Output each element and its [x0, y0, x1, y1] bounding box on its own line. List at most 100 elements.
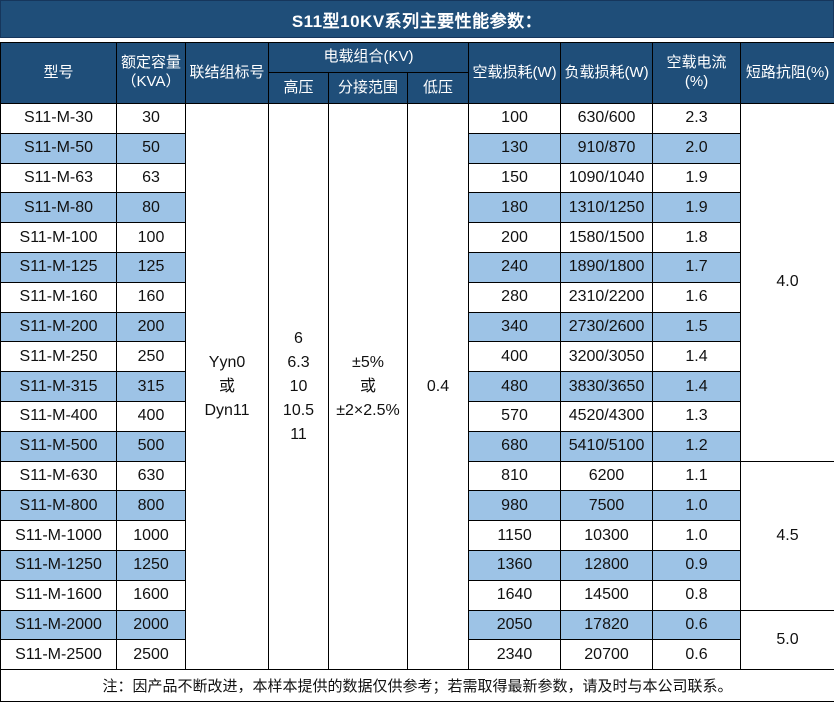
model-cell: S11-M-400: [0, 400, 117, 432]
capacity-cell: 1600: [116, 579, 186, 611]
no-load-current-cell: 1.0: [652, 490, 742, 522]
no-load-current-cell: 1.0: [652, 520, 742, 551]
model-cell: S11-M-1600: [0, 579, 117, 611]
table-row: S11-M-400 400 570 4520/4300 1.3: [0, 400, 834, 432]
tap-range-cell: ±5% 或 ±2×2.5%: [328, 102, 408, 671]
no-load-current-cell: 2.0: [652, 132, 742, 164]
table-row: S11-M-50 50 130 910/870 2.0: [0, 132, 834, 164]
capacity-cell: 400: [116, 400, 186, 432]
no-load-loss-cell: 2050: [468, 609, 562, 641]
model-cell: S11-M-80: [0, 192, 117, 224]
load-loss-cell: 1090/1040: [560, 162, 654, 194]
no-load-loss-cell: 240: [468, 251, 562, 283]
no-load-current-cell: 1.7: [652, 251, 742, 283]
col-header-voltage-combo: 电载组合(KV): [267, 42, 470, 73]
no-load-current-cell: 1.2: [652, 430, 742, 462]
no-load-current-cell: 0.9: [652, 549, 742, 581]
no-load-current-cell: 1.9: [652, 162, 742, 194]
capacity-cell: 50: [116, 132, 186, 164]
table-row: S11-M-315 315 480 3830/3650 1.4: [0, 371, 834, 402]
no-load-current-cell: 2.3: [652, 103, 742, 134]
col-header-vector-group: 联结组标号: [185, 42, 269, 104]
table-row: S11-M-2500 2500 2340 20700 0.6: [0, 639, 834, 671]
model-cell: S11-M-63: [0, 162, 117, 194]
no-load-loss-cell: 570: [468, 400, 562, 432]
no-load-current-cell: 1.6: [652, 281, 742, 313]
impedance-group-cell: 4.0: [740, 103, 834, 462]
table-row: S11-M-125 125 240 1890/1800 1.7: [0, 251, 834, 283]
header-row-2: 高压 分接范围 低压: [1, 72, 834, 104]
no-load-current-cell: 1.5: [652, 311, 742, 343]
load-loss-cell: 3200/3050: [560, 341, 654, 373]
no-load-loss-cell: 150: [468, 162, 562, 194]
capacity-cell: 800: [116, 490, 186, 522]
load-loss-cell: 2730/2600: [560, 311, 654, 343]
capacity-cell: 1000: [116, 520, 186, 551]
model-cell: S11-M-500: [0, 430, 117, 462]
table-row: S11-M-200 200 340 2730/2600 1.5: [0, 311, 834, 343]
table-row: S11-M-63 63 150 1090/1040 1.9: [0, 162, 834, 194]
capacity-cell: 160: [116, 281, 186, 313]
load-loss-cell: 12800: [560, 549, 654, 581]
table-row: S11-M-800 800 980 7500 1.0: [0, 490, 834, 522]
model-cell: S11-M-800: [0, 490, 117, 522]
no-load-current-cell: 0.8: [652, 579, 742, 611]
no-load-current-cell: 1.1: [652, 460, 742, 492]
col-header-no-load-current: 空载电流(%): [652, 42, 742, 104]
model-cell: S11-M-630: [0, 460, 117, 492]
capacity-cell: 2000: [116, 609, 186, 641]
capacity-cell: 315: [116, 371, 186, 402]
model-cell: S11-M-2000: [0, 609, 117, 641]
model-cell: S11-M-50: [0, 132, 117, 164]
load-loss-cell: 4520/4300: [560, 400, 654, 432]
table-row: S11-M-80 80 180 1310/1250 1.9: [0, 192, 834, 224]
load-loss-cell: 6200: [560, 460, 654, 492]
table-row: S11-M-1250 1250 1360 12800 0.9: [0, 549, 834, 581]
no-load-loss-cell: 400: [468, 341, 562, 373]
note-text: 注：因产品不断改进，本样本提供的数据仅供参考；若需取得最新参数，请及时与本公司联…: [0, 669, 834, 703]
vector-group-cell: Yyn0 或 Dyn11: [185, 102, 269, 671]
load-loss-cell: 5410/5100: [560, 430, 654, 462]
load-loss-cell: 20700: [560, 639, 654, 671]
no-load-loss-cell: 130: [468, 132, 562, 164]
no-load-loss-cell: 1640: [468, 579, 562, 611]
page-title: S11型10KV系列主要性能参数：: [0, 0, 834, 38]
col-header-load-loss: 负载损耗(W): [560, 42, 654, 104]
load-loss-cell: 10300: [560, 520, 654, 551]
table-row: S11-M-1600 1600 1640 14500 0.8: [0, 579, 834, 611]
load-loss-cell: 7500: [560, 490, 654, 522]
capacity-cell: 125: [116, 251, 186, 283]
capacity-cell: 63: [116, 162, 186, 194]
no-load-loss-cell: 280: [468, 281, 562, 313]
no-load-loss-cell: 340: [468, 311, 562, 343]
load-loss-cell: 1890/1800: [560, 251, 654, 283]
table-row: S11-M-160 160 280 2310/2200 1.6: [0, 281, 834, 313]
impedance-group-cell: 5.0: [740, 609, 834, 671]
load-loss-cell: 1580/1500: [560, 222, 654, 253]
no-load-loss-cell: 480: [468, 371, 562, 402]
table-body: S11-M-30 30 Yyn0 或 Dyn11 6 6.3 10 10.5 1…: [0, 102, 834, 671]
header-row-1: 型号 额定容量 （KVA） 联结组标号 电载组合(KV) 空载损耗(W) 负载损…: [0, 42, 834, 104]
col-header-no-load-loss: 空载损耗(W): [468, 42, 562, 104]
no-load-current-cell: 0.6: [652, 609, 742, 641]
load-loss-cell: 630/600: [560, 103, 654, 134]
load-loss-cell: 910/870: [560, 132, 654, 164]
capacity-cell: 30: [116, 103, 186, 134]
capacity-cell: 250: [116, 341, 186, 373]
model-cell: S11-M-315: [0, 371, 117, 402]
no-load-current-cell: 1.9: [652, 192, 742, 224]
col-header-impedance: 短路抗阻(%): [740, 42, 834, 104]
no-load-current-cell: 1.4: [652, 341, 742, 373]
spec-table: 型号 额定容量 （KVA） 联结组标号 电载组合(KV) 空载损耗(W) 负载损…: [0, 42, 834, 703]
col-header-capacity: 额定容量 （KVA）: [116, 42, 186, 104]
model-cell: S11-M-1000: [0, 520, 117, 551]
capacity-cell: 100: [116, 222, 186, 253]
col-header-lv: 低压: [406, 72, 470, 104]
no-load-loss-cell: 680: [468, 430, 562, 462]
model-cell: S11-M-2500: [0, 639, 117, 671]
no-load-loss-cell: 980: [468, 490, 562, 522]
col-header-hv: 高压: [268, 72, 329, 104]
no-load-loss-cell: 200: [468, 222, 562, 253]
note-row: 注：因产品不断改进，本样本提供的数据仅供参考；若需取得最新参数，请及时与本公司联…: [0, 669, 834, 703]
